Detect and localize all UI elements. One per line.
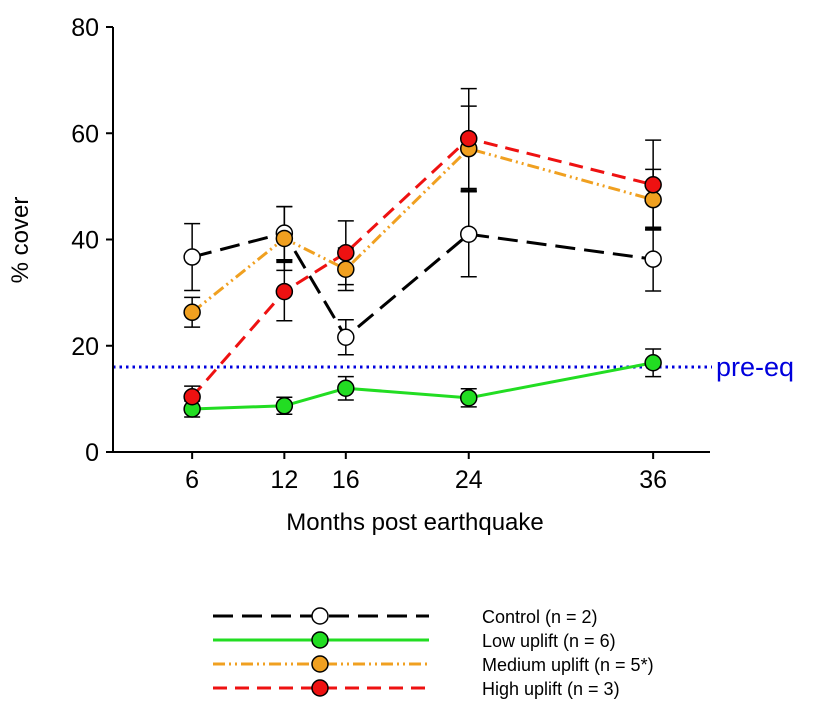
legend: Control (n = 2) Low uplift (n = 6) Medium …	[213, 607, 654, 699]
y-tick-label: 20	[71, 333, 99, 361]
data-point	[275, 397, 294, 415]
y-tick-label: 80	[71, 14, 99, 42]
data-point	[644, 250, 662, 268]
data-point	[337, 328, 355, 346]
legend-marker	[311, 655, 329, 673]
y-tick-label: 60	[71, 120, 99, 148]
y-tick-label: 0	[85, 439, 99, 467]
data-point	[183, 303, 201, 322]
data-point	[183, 388, 201, 406]
legend-label: Medium uplift (n = 5*)	[482, 655, 654, 675]
reference-line-label: pre-eq	[716, 352, 794, 382]
x-tick-label: 16	[332, 466, 360, 494]
x-tick-label: 36	[639, 466, 667, 494]
legend-marker	[311, 679, 329, 697]
data-point	[337, 379, 355, 397]
data-point	[644, 176, 662, 194]
axes: 0 20 40 60 80 6 12 16 24 36	[71, 14, 710, 494]
x-tick-label: 12	[270, 466, 298, 494]
data-point	[183, 248, 201, 266]
series-line	[191, 136, 654, 398]
legend-marker	[311, 607, 329, 625]
series-line	[192, 361, 654, 411]
legend-label: High uplift (n = 3)	[482, 679, 620, 699]
x-axis-label: Months post earthquake	[286, 509, 544, 536]
data-point	[644, 354, 662, 372]
legend-marker	[311, 631, 329, 649]
data-point	[459, 225, 478, 243]
data-point	[459, 129, 478, 148]
y-axis-label: % cover	[7, 197, 34, 284]
series-line	[191, 146, 654, 314]
plot-area	[113, 87, 712, 418]
data-point	[275, 282, 294, 301]
data-point	[459, 389, 478, 407]
data-point	[337, 244, 355, 262]
legend-label: Control (n = 2)	[482, 607, 598, 627]
legend-label: Low uplift (n = 6)	[482, 631, 616, 651]
x-tick-label: 6	[185, 466, 199, 494]
data-point	[644, 190, 662, 209]
data-point	[337, 260, 355, 278]
data-point	[275, 229, 294, 248]
series-line	[191, 231, 654, 340]
x-tick-label: 24	[455, 466, 483, 494]
y-tick-label: 40	[71, 227, 99, 255]
